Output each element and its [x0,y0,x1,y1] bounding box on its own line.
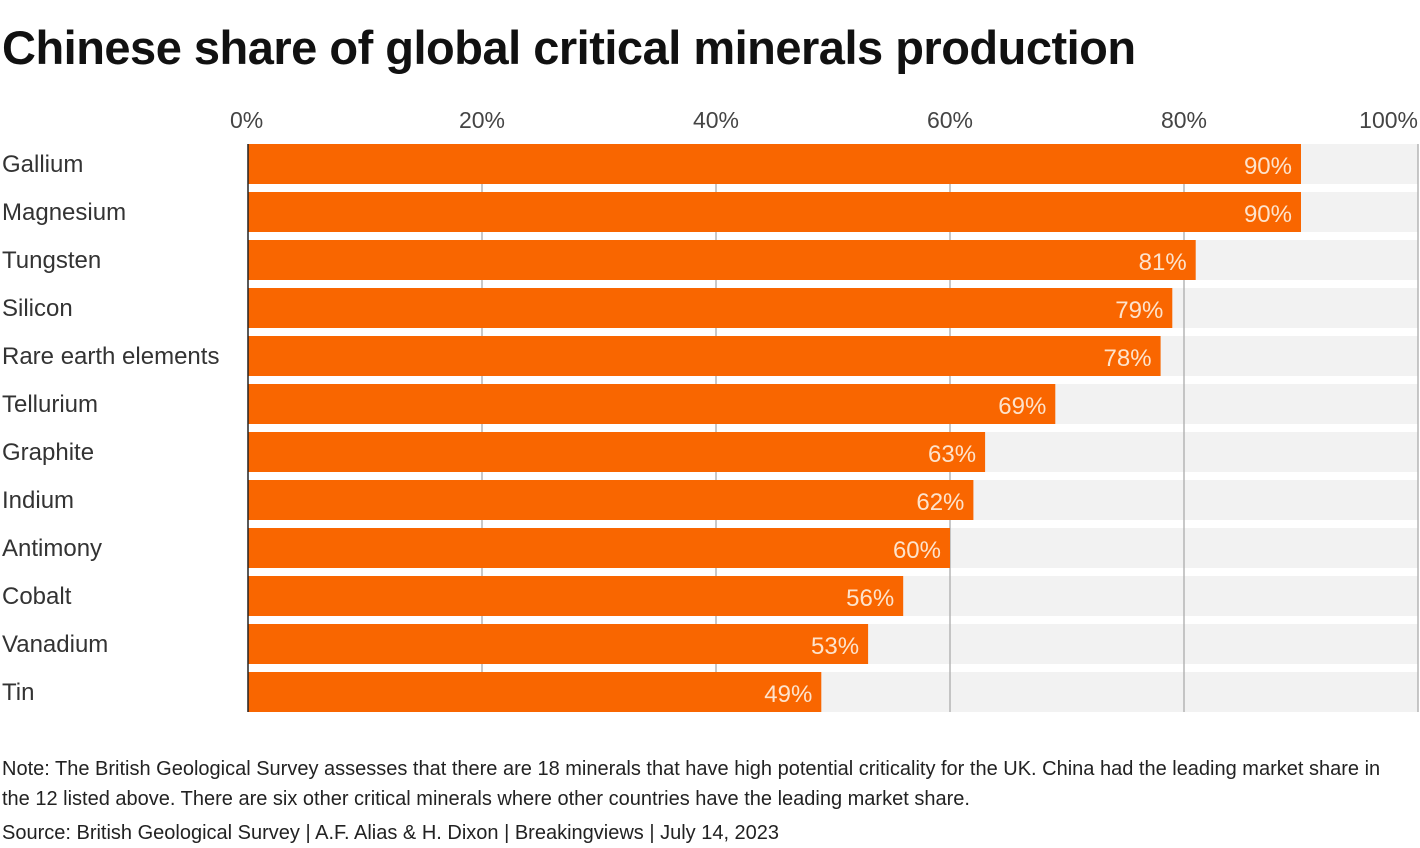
x-tick-label: 100% [1359,107,1418,133]
bar [248,432,986,472]
chart-title: Chinese share of global critical mineral… [2,21,1136,74]
data-label: 90% [1244,201,1292,228]
category-label: Tin [2,679,34,706]
bar [248,624,869,664]
x-tick-label: 60% [927,107,973,133]
category-label: Antimony [2,535,102,562]
chart-source: Source: British Geological Survey | A.F.… [2,822,780,844]
data-label: 69% [998,393,1046,420]
category-label: Tungsten [2,247,101,274]
chart-note: Note: The British Geological Survey asse… [2,758,1381,810]
bar-chart: 0% 20% 40% 60% 80% 100% Gallium 90% Magnesium 90%… [2,107,1419,712]
data-label: 49% [764,681,812,708]
x-tick-label: 40% [693,107,739,133]
bar [248,192,1301,232]
bar [248,672,822,712]
category-label: Gallium [2,151,83,178]
data-label: 60% [893,537,941,564]
bar [248,480,974,520]
bar [248,576,904,616]
category-label: Magnesium [2,199,126,226]
data-label: 78% [1104,345,1152,372]
bar [248,144,1301,184]
data-label: 79% [1115,297,1163,324]
data-label: 56% [846,585,894,612]
bar [248,384,1056,424]
bar [248,288,1173,328]
category-label: Rare earth elements [2,343,219,370]
category-label: Vanadium [2,631,108,658]
x-tick-label: 80% [1161,107,1207,133]
data-label: 63% [928,441,976,468]
x-tick-label: 20% [459,107,505,133]
data-label: 62% [916,489,964,516]
category-label: Cobalt [2,583,72,610]
data-label: 81% [1139,249,1187,276]
data-label: 90% [1244,153,1292,180]
category-label: Silicon [2,295,73,322]
bar [248,528,950,568]
bar [248,240,1196,280]
x-tick-label: 0% [230,107,263,133]
bar [248,336,1161,376]
category-label: Tellurium [2,391,98,418]
data-label: 53% [811,633,859,660]
category-label: Indium [2,487,74,514]
category-label: Graphite [2,439,94,466]
